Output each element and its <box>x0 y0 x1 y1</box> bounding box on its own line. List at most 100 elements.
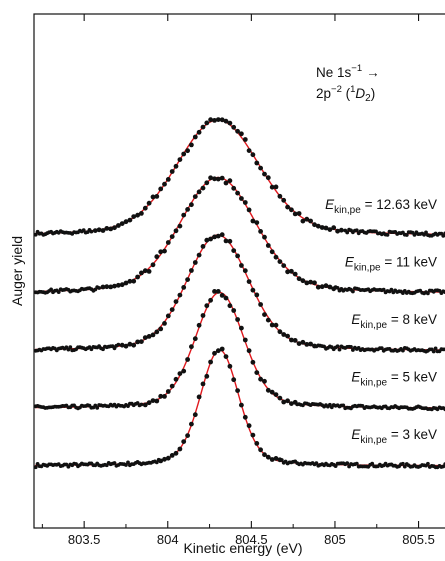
data-point <box>269 389 275 395</box>
data-point <box>165 313 171 319</box>
data-point <box>204 237 210 243</box>
data-point <box>124 463 128 467</box>
data-point <box>215 348 221 354</box>
data-point <box>139 211 144 216</box>
data-point <box>49 287 53 292</box>
data-point <box>308 218 313 224</box>
data-point <box>212 118 217 123</box>
x-tick-label: 805 <box>324 532 346 547</box>
data-point <box>212 234 217 240</box>
data-point <box>262 234 267 240</box>
data-point <box>304 342 310 347</box>
data-point <box>265 317 271 323</box>
data-point <box>265 243 271 248</box>
series-label: Ekin,pe = 11 keV <box>345 255 437 274</box>
data-point <box>196 394 202 400</box>
data-point <box>212 176 217 182</box>
data-point <box>116 223 121 228</box>
data-point <box>258 447 263 453</box>
data-point <box>323 225 329 231</box>
data-point <box>296 211 302 216</box>
data-point <box>192 194 198 200</box>
data-point <box>354 461 359 466</box>
data-point <box>370 461 375 466</box>
data-point <box>304 280 310 286</box>
data-point <box>196 129 202 135</box>
data-point <box>231 248 237 254</box>
data-point <box>95 406 100 410</box>
data-point <box>169 234 175 240</box>
data-point <box>208 175 214 181</box>
data-point <box>285 333 290 339</box>
data-point <box>200 381 206 387</box>
data-point <box>424 230 428 235</box>
data-point <box>441 234 445 238</box>
data-point <box>254 441 260 446</box>
data-point <box>262 378 267 384</box>
data-point <box>292 271 298 277</box>
data-point <box>119 221 125 227</box>
data-point <box>426 291 430 296</box>
data-point <box>189 344 194 350</box>
data-point <box>92 228 98 234</box>
data-point <box>200 313 206 318</box>
data-point <box>162 456 167 462</box>
data-point <box>101 347 105 352</box>
series-label-value: = 11 keV <box>381 255 437 270</box>
data-point <box>185 357 191 362</box>
data-point <box>127 278 133 284</box>
data-point <box>404 233 409 237</box>
data-point <box>273 184 279 190</box>
data-point <box>192 412 198 418</box>
data-point <box>185 148 191 154</box>
data-point <box>215 233 221 239</box>
data-point <box>235 253 241 259</box>
data-point <box>108 284 114 290</box>
data-point <box>146 400 152 406</box>
data-point <box>215 289 221 294</box>
series-label-sub: kin,pe <box>360 378 387 389</box>
data-point <box>150 194 156 200</box>
data-point <box>289 207 294 213</box>
data-point <box>227 363 233 369</box>
data-point <box>131 214 137 220</box>
data-point <box>231 185 237 191</box>
data-point <box>258 302 263 307</box>
data-point <box>250 432 256 438</box>
data-point <box>181 212 187 218</box>
data-point <box>269 322 275 328</box>
data-point <box>335 344 340 349</box>
data-point <box>204 180 210 186</box>
data-point <box>319 225 325 230</box>
data-point <box>123 343 129 349</box>
data-point <box>227 120 233 126</box>
data-point <box>337 347 342 352</box>
series-label-sub: kin,pe <box>334 205 361 216</box>
data-point <box>315 223 321 229</box>
data-point <box>192 260 198 265</box>
data-point <box>169 453 175 458</box>
data-point <box>123 219 129 225</box>
data-point <box>235 128 241 134</box>
data-point <box>189 202 194 208</box>
data-point <box>204 373 210 379</box>
data-point <box>235 388 241 393</box>
data-point <box>165 240 171 245</box>
series-label-value: = 8 keV <box>387 312 437 327</box>
data-point <box>331 225 337 231</box>
data-point <box>200 124 206 130</box>
data-point <box>139 339 144 344</box>
data-point <box>246 423 252 429</box>
data-point <box>33 232 38 237</box>
data-point <box>177 223 183 229</box>
data-point <box>97 286 101 290</box>
data-point <box>239 402 244 408</box>
data-point <box>345 230 350 235</box>
data-point <box>327 227 333 233</box>
data-point <box>265 175 271 181</box>
data-point <box>204 120 210 126</box>
data-point <box>281 399 287 405</box>
data-point <box>231 124 237 130</box>
data-point <box>285 269 290 275</box>
